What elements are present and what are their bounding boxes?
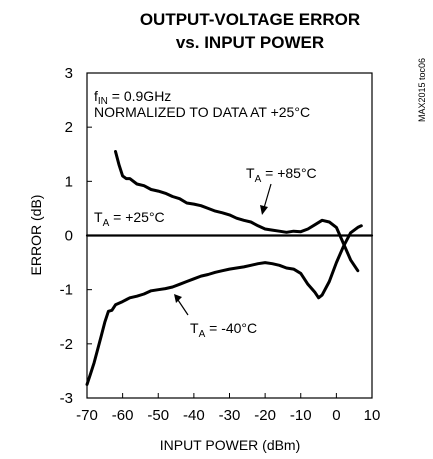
chart-title-line1: OUTPUT-VOLTAGE ERROR — [140, 10, 360, 29]
figure-code: MAX2015 toc06 — [417, 58, 427, 122]
x-axis-label: INPUT POWER (dBm) — [160, 437, 301, 453]
x-tick-label: -30 — [219, 407, 241, 424]
arrow-minus40c — [174, 294, 189, 316]
x-tick-label: -20 — [254, 407, 276, 424]
y-tick-label: -1 — [60, 282, 73, 299]
y-axis-ticks: 3 2 1 0 -1 -2 -3 — [60, 65, 92, 407]
series-line-85c — [114, 150, 360, 273]
y-axis-label: ERROR (dB) — [28, 195, 44, 276]
x-tick-label: -60 — [112, 407, 134, 424]
y-tick-label: 2 — [65, 119, 73, 136]
y-tick-label: -3 — [60, 390, 73, 407]
y-tick-label: -2 — [60, 336, 73, 353]
series-layer — [85, 150, 374, 386]
series-label-85c: TA = +85°C — [246, 165, 317, 185]
y-tick-label: 3 — [65, 65, 73, 82]
x-tick-label: -10 — [290, 407, 312, 424]
condition-frequency: fIN = 0.9GHz — [94, 88, 171, 107]
series-label-minus40c: TA = -40°C — [190, 320, 257, 340]
x-tick-label: 10 — [364, 407, 381, 424]
series-line-minus40c — [85, 224, 363, 386]
series-label-25c: TA = +25°C — [94, 209, 165, 229]
x-tick-label: -50 — [147, 407, 169, 424]
y-tick-label: 1 — [65, 173, 73, 190]
arrow-85c — [260, 183, 272, 215]
x-tick-label: -70 — [76, 407, 98, 424]
x-tick-label: 0 — [332, 407, 340, 424]
x-tick-label: -40 — [183, 407, 205, 424]
chart-title-line2: vs. INPUT POWER — [176, 33, 324, 52]
condition-normalization: NORMALIZED TO DATA AT +25°C — [94, 104, 310, 120]
x-axis-ticks: -70 -60 -50 -40 -30 -20 -10 0 10 — [76, 393, 380, 424]
y-tick-label: 0 — [65, 228, 73, 245]
